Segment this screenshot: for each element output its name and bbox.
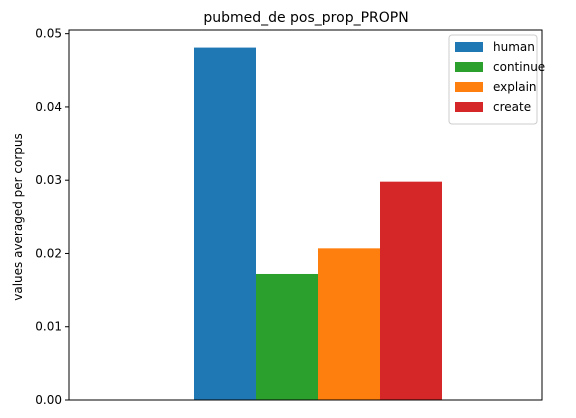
- chart-title: pubmed_de pos_prop_PROPN: [203, 10, 408, 26]
- y-axis-label: values averaged per corpus: [11, 133, 25, 301]
- legend-label-continue: continue: [493, 60, 545, 74]
- y-tick-label: 0.03: [35, 173, 62, 187]
- bars-group: [194, 47, 442, 400]
- legend-label-human: human: [493, 40, 535, 54]
- legend-swatch-explain: [455, 82, 483, 92]
- legend-label-explain: explain: [493, 80, 537, 94]
- legend: human continue explain create: [448, 34, 545, 125]
- legend-box: [448, 34, 538, 125]
- legend-swatch-human: [455, 42, 483, 52]
- legend-swatch-create: [455, 102, 483, 112]
- plot-frame: [68, 29, 543, 401]
- y-tick-label: 0.04: [35, 100, 62, 114]
- y-tick-label: 0.05: [35, 27, 62, 41]
- bar-human: [194, 47, 256, 400]
- bar-create: [380, 181, 442, 400]
- y-tick-label: 0.00: [35, 393, 62, 407]
- legend-label-create: create: [493, 100, 531, 114]
- y-tick-label: 0.02: [35, 246, 62, 260]
- y-axis: 0.00 0.01 0.02 0.03 0.04 0.05: [35, 27, 69, 407]
- y-tick-label: 0.01: [35, 320, 62, 334]
- bar-explain: [318, 248, 380, 400]
- bar-continue: [256, 273, 318, 400]
- legend-swatch-continue: [455, 62, 483, 72]
